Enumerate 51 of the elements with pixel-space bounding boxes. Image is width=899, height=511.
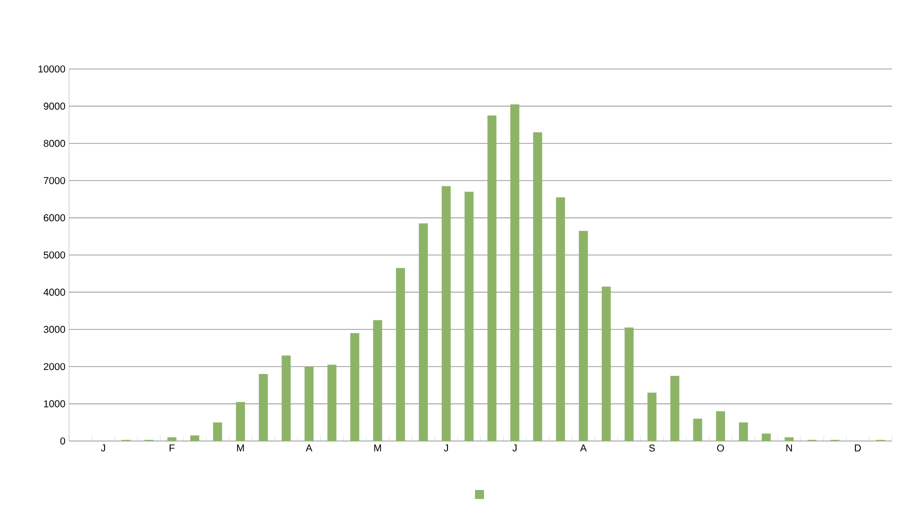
x-tick-label: N: [786, 444, 792, 452]
y-tick-label: 2000: [44, 363, 66, 370]
x-tick-label: S: [649, 444, 655, 452]
y-tick-label: 7000: [44, 177, 66, 184]
bar: [190, 435, 200, 441]
bar: [464, 192, 474, 441]
bar: [670, 376, 680, 441]
bar: [258, 374, 268, 441]
bar: [418, 223, 428, 441]
bar: [578, 230, 588, 441]
bar: [304, 366, 314, 441]
bar: [533, 132, 542, 441]
bar: [647, 392, 656, 441]
y-tick-label: 1000: [44, 400, 66, 408]
bar: [167, 437, 176, 441]
bar: [373, 320, 382, 441]
bar: [236, 402, 245, 441]
y-tick-label: 8000: [44, 140, 66, 147]
bar: [350, 333, 360, 441]
y-tick-label: 9000: [44, 102, 66, 110]
y-tick-label: 4000: [44, 288, 66, 296]
x-tick-label: M: [374, 444, 381, 452]
x-tick-label: J: [100, 444, 106, 452]
bar: [693, 418, 702, 441]
bar: [738, 422, 748, 441]
bar: [487, 115, 496, 441]
y-tick-label: 5000: [44, 251, 66, 259]
y-tick-label: 10000: [38, 65, 66, 73]
x-tick-label: J: [512, 444, 517, 452]
bar: [327, 364, 336, 441]
x-tick-label: J: [444, 444, 448, 452]
bar: [602, 286, 611, 441]
x-tick-label: M: [237, 444, 244, 452]
bar: [716, 411, 726, 441]
x-tick-label: A: [580, 444, 587, 452]
bar: [624, 328, 634, 441]
x-tick-label: F: [170, 444, 175, 452]
x-tick-label: O: [717, 444, 724, 452]
y-tick-label: 6000: [44, 214, 66, 222]
x-tick-label: D: [854, 444, 861, 452]
bar: [396, 268, 405, 441]
bar: [282, 355, 291, 441]
bar: [510, 104, 520, 441]
x-tick-label: A: [306, 444, 312, 452]
bar: [784, 437, 794, 441]
bar: [556, 197, 566, 441]
y-tick-label: 3000: [44, 326, 66, 333]
y-tick-label: 0: [60, 437, 66, 445]
bar: [213, 422, 222, 441]
bar: [442, 186, 451, 441]
bar: [762, 434, 771, 441]
